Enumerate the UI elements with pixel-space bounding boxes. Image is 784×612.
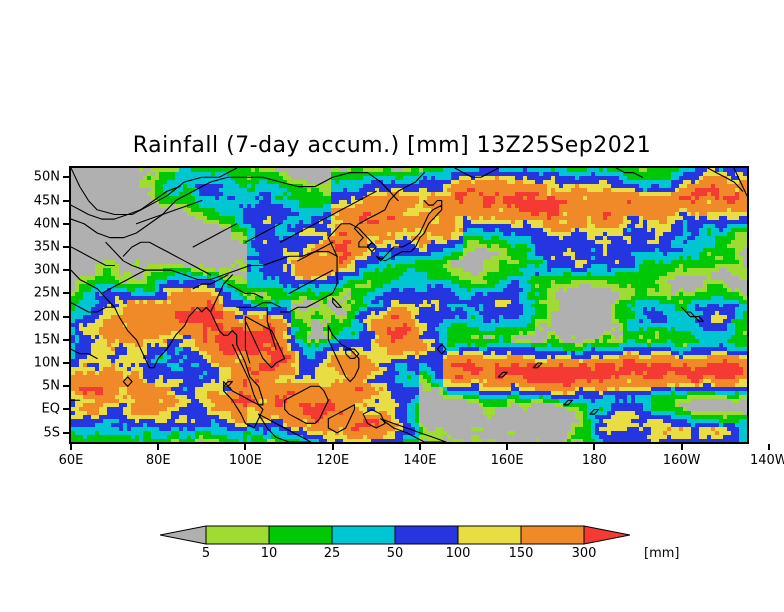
colorbar-swatch-4 [457,525,522,545]
colorbar-tick-50: 50 [386,546,404,561]
x-tick-label-140w: 140W [749,453,784,468]
y-tick-mark [63,222,69,225]
colorbar-tick-10: 10 [260,546,278,561]
y-tick-label-5s: 5S [43,425,60,441]
map-plot-area [69,166,749,444]
y-tick-label-35n: 35N [33,239,60,255]
colorbar-swatch-5 [520,525,585,545]
x-tick-mark [244,444,247,450]
y-tick-mark [63,245,69,248]
y-tick-label-eq: EQ [41,401,60,417]
y-tick-mark [63,269,69,272]
x-tick-label-140e: 140E [403,453,437,468]
x-tick-label-120e: 120E [316,453,350,468]
y-tick-mark [63,176,69,179]
y-tick-mark [63,315,69,318]
colorbar-swatch-1 [268,525,333,545]
colorbar-tick-5: 5 [201,546,211,561]
colorbar-tick-100: 100 [445,546,471,561]
y-tick-label-10n: 10N [33,355,60,371]
x-tick-mark [70,444,72,450]
colorbar-legend: 5 10 25 50 100 150 300 [mm] [160,524,679,566]
y-tick-label-50n: 50N [33,169,60,185]
colorbar-swatches [160,525,630,545]
page-title: Rainfall (7-day accum.) [mm] 13Z25Sep202… [132,133,652,158]
colorbar-swatch-2 [331,525,396,545]
colorbar-tick-25: 25 [323,546,341,561]
x-tick-mark [506,444,509,450]
x-tick-label-100e: 100E [228,453,262,468]
y-tick-label-40n: 40N [33,216,60,232]
rainfall-field-canvas [71,168,747,442]
x-tick-label-180: 180 [581,453,607,468]
colorbar-high-extend-arrow [583,525,630,545]
y-axis-latitude: 50N 45N 40N 35N 30N 25N 20N 15N 10N 5N EQ 5S [0,166,69,444]
y-tick-label-30n: 30N [33,262,60,278]
y-tick-mark [63,408,69,411]
y-tick-label-25n: 25N [33,285,60,301]
x-tick-label-80e: 80E [145,453,171,468]
x-tick-label-160w: 160W [662,453,701,468]
y-tick-mark [63,362,69,365]
x-tick-mark [331,444,334,450]
x-tick-mark [680,444,683,450]
colorbar-strip [160,524,630,546]
colorbar-tick-labels: 5 10 25 50 100 150 300 [160,546,630,566]
colorbar-low-extend-arrow [160,525,207,545]
colorbar-tick-300: 300 [571,546,597,561]
y-tick-label-5n: 5N [42,378,60,394]
x-tick-mark [157,444,160,450]
y-tick-mark [63,338,69,341]
x-tick-mark [418,444,421,450]
colorbar-tick-150: 150 [508,546,534,561]
y-tick-label-20n: 20N [33,309,60,325]
y-tick-label-45n: 45N [33,193,60,208]
colorbar-swatch-3 [394,525,459,545]
x-tick-mark [767,444,770,450]
x-axis-longitude: 60E 80E 100E 120E 140E 160E 180 160W 140W [59,444,784,474]
colorbar-units-label: [mm] [644,546,680,561]
x-tick-label-160e: 160E [490,453,524,468]
colorbar-swatch-0 [205,525,270,545]
y-tick-mark [63,385,69,388]
x-tick-label-60e: 60E [58,453,84,468]
y-tick-mark [63,199,69,202]
x-tick-mark [593,444,596,450]
y-tick-mark [63,292,69,295]
y-tick-label-15n: 15N [33,332,60,348]
y-tick-mark [63,431,69,434]
